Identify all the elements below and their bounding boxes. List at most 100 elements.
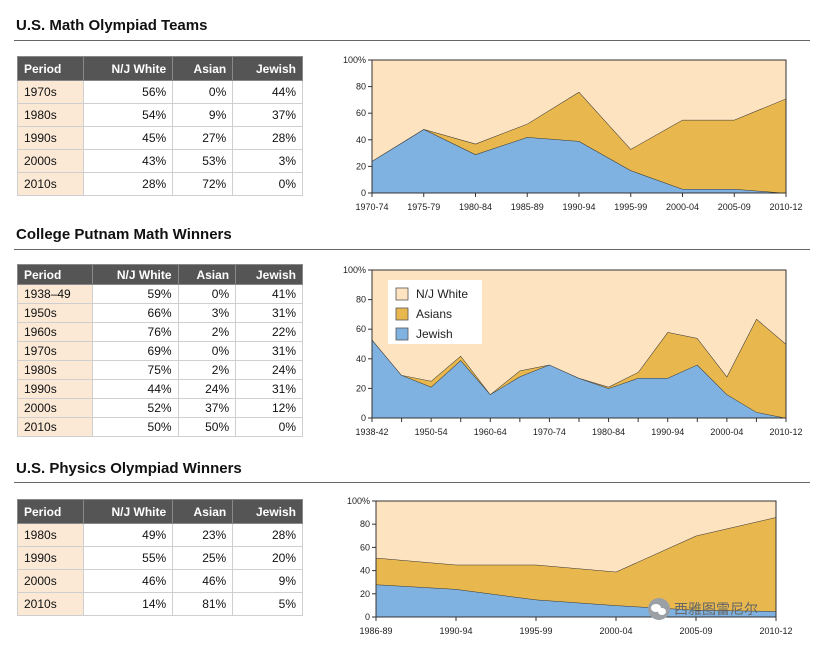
table-row: 1990s 44% 24% 31% bbox=[16, 379, 303, 399]
math-olympiad-chart: 0 20 40 60 80 100% 1970-74 1975-79 1980-84 1985-8… bbox=[343, 55, 803, 212]
table-row: 1938–49 59% 0% 41% bbox=[16, 284, 303, 304]
percent-cell: 66% bbox=[92, 303, 179, 323]
x-tick-label: 1986-89 bbox=[359, 626, 392, 636]
section-divider bbox=[14, 482, 810, 483]
x-tick-label: 1960-64 bbox=[474, 427, 507, 437]
percent-cell: 50% bbox=[92, 417, 179, 437]
period-cell: 1980s bbox=[16, 523, 85, 547]
percent-cell: 0% bbox=[235, 417, 303, 437]
math-olympiad-table: Period N/J White Asian Jewish 1970s 56% 0% 44% 1… bbox=[16, 56, 303, 196]
table-row: 2000s 52% 37% 12% bbox=[16, 398, 303, 418]
putnam-chart: 0 20 40 60 80 100% 1938-42 1950-54 1960-64 1970-7… bbox=[343, 265, 803, 437]
period-cell: 1970s bbox=[16, 341, 94, 361]
period-cell: 1950s bbox=[16, 303, 94, 323]
x-tick-label: 1980-84 bbox=[459, 202, 492, 212]
table-header-row: Period N/J White Asian Jewish bbox=[16, 56, 303, 81]
column-header: N/J White bbox=[83, 499, 174, 524]
period-cell: 2010s bbox=[16, 417, 94, 437]
x-tick-label: 2010-12 bbox=[769, 202, 802, 212]
percent-cell: 76% bbox=[92, 322, 179, 342]
x-tick-label: 2010-12 bbox=[759, 626, 792, 636]
x-tick-label: 2005-09 bbox=[679, 626, 712, 636]
table-row: 1970s 56% 0% 44% bbox=[16, 80, 303, 104]
percent-cell: 2% bbox=[177, 360, 237, 380]
y-tick-label: 20 bbox=[360, 589, 370, 599]
section-divider bbox=[14, 249, 810, 250]
percent-cell: 75% bbox=[92, 360, 179, 380]
area-jewish bbox=[372, 129, 786, 193]
percent-cell: 46% bbox=[172, 569, 234, 593]
x-tick-label: 1985-89 bbox=[511, 202, 544, 212]
percent-cell: 37% bbox=[177, 398, 237, 418]
percent-cell: 5% bbox=[232, 592, 303, 616]
percent-cell: 45% bbox=[83, 126, 174, 150]
y-tick-label: 100% bbox=[347, 496, 370, 506]
percent-cell: 0% bbox=[172, 80, 234, 104]
physics-olympiad-table: Period N/J White Asian Jewish 1980s 49% 23% 28%… bbox=[16, 499, 303, 616]
x-tick-label: 1950-54 bbox=[415, 427, 448, 437]
x-tick-label: 1990-94 bbox=[439, 626, 472, 636]
column-header: Period bbox=[16, 264, 94, 285]
table-row: 2010s 14% 81% 5% bbox=[16, 592, 303, 616]
column-header: N/J White bbox=[83, 56, 174, 81]
period-cell: 2010s bbox=[16, 172, 85, 196]
area-n-j-white bbox=[372, 60, 786, 162]
percent-cell: 54% bbox=[83, 103, 174, 127]
watermark: 西雅图雷尼尔 bbox=[648, 598, 758, 620]
percent-cell: 41% bbox=[235, 284, 303, 304]
series-boundary-line bbox=[375, 516, 777, 573]
period-cell: 2000s bbox=[16, 569, 85, 593]
putnam-table: Period N/J White Asian Jewish 1938–49 59% 0% 41… bbox=[16, 264, 303, 437]
percent-cell: 59% bbox=[92, 284, 179, 304]
y-tick-label: 20 bbox=[356, 383, 366, 393]
section-divider bbox=[14, 40, 810, 41]
period-cell: 1980s bbox=[16, 360, 94, 380]
x-tick-label: 1975-79 bbox=[407, 202, 440, 212]
x-tick-label: 1938-42 bbox=[355, 427, 388, 437]
percent-cell: 31% bbox=[235, 379, 303, 399]
y-tick-label: 80 bbox=[356, 82, 366, 92]
column-header: Jewish bbox=[235, 264, 303, 285]
column-header: Jewish bbox=[232, 499, 303, 524]
y-tick-label: 100% bbox=[343, 265, 366, 275]
y-tick-label: 80 bbox=[360, 519, 370, 529]
x-tick-label: 1990-94 bbox=[562, 202, 595, 212]
percent-cell: 12% bbox=[235, 398, 303, 418]
period-cell: 2000s bbox=[16, 398, 94, 418]
percent-cell: 3% bbox=[177, 303, 237, 323]
period-cell: 2000s bbox=[16, 149, 85, 173]
column-header: Jewish bbox=[232, 56, 303, 81]
percent-cell: 44% bbox=[232, 80, 303, 104]
column-header: Asian bbox=[177, 264, 237, 285]
percent-cell: 28% bbox=[232, 523, 303, 547]
percent-cell: 3% bbox=[232, 149, 303, 173]
column-header: Period bbox=[16, 499, 85, 524]
y-tick-label: 40 bbox=[356, 135, 366, 145]
legend-swatch bbox=[395, 287, 409, 301]
x-tick-label: 2000-04 bbox=[599, 626, 632, 636]
percent-cell: 22% bbox=[235, 322, 303, 342]
y-tick-label: 40 bbox=[360, 566, 370, 576]
period-cell: 1990s bbox=[16, 546, 85, 570]
legend-swatch bbox=[395, 307, 409, 321]
area-n-j-white bbox=[376, 501, 776, 572]
percent-cell: 27% bbox=[172, 126, 234, 150]
column-header: Asian bbox=[172, 56, 234, 81]
legend-swatch bbox=[395, 327, 409, 341]
percent-cell: 53% bbox=[172, 149, 234, 173]
table-row: 2010s 28% 72% 0% bbox=[16, 172, 303, 196]
percent-cell: 69% bbox=[92, 341, 179, 361]
table-header-row: Period N/J White Asian Jewish bbox=[16, 264, 303, 285]
percent-cell: 20% bbox=[232, 546, 303, 570]
series-boundary-line bbox=[371, 318, 787, 396]
percent-cell: 52% bbox=[92, 398, 179, 418]
period-cell: 1938–49 bbox=[16, 284, 94, 304]
percent-cell: 46% bbox=[83, 569, 174, 593]
table-row: 1970s 69% 0% 31% bbox=[16, 341, 303, 361]
physics-olympiad-chart: 0 20 40 60 80 100% 1986-89 1990-94 1995-99 2000-0… bbox=[347, 496, 793, 636]
y-tick-label: 60 bbox=[356, 324, 366, 334]
percent-cell: 28% bbox=[232, 126, 303, 150]
section-title-putnam: College Putnam Math Winners bbox=[16, 226, 232, 243]
column-header: Asian bbox=[172, 499, 234, 524]
percent-cell: 23% bbox=[172, 523, 234, 547]
